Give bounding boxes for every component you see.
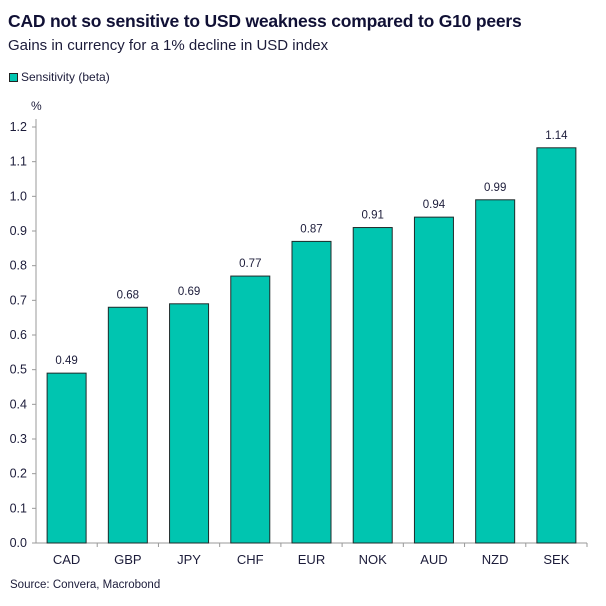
bar-jpy [169, 303, 210, 544]
y-axis-unit: % [31, 99, 42, 113]
x-tick-label: AUD [420, 552, 447, 567]
data-label-sek: 1.14 [545, 130, 568, 142]
data-label-aud: 0.94 [423, 199, 446, 211]
y-tick-label: 0.2 [10, 467, 27, 481]
y-tick-label: 0.3 [10, 432, 27, 446]
bar-gbp [107, 306, 148, 544]
data-label-chf: 0.77 [239, 258, 261, 270]
x-tick-label: SEK [543, 552, 569, 567]
y-tick-label: 0.0 [10, 536, 27, 550]
data-label-jpy: 0.69 [178, 286, 200, 298]
x-tick-label: CAD [53, 552, 80, 567]
bar-chf [230, 275, 271, 544]
x-tick-label: NZD [482, 552, 509, 567]
chart-subtitle: Gains in currency for a 1% decline in US… [8, 37, 329, 54]
bar-aud [413, 216, 454, 544]
chart-title: CAD not so sensitive to USD weakness com… [8, 11, 522, 31]
x-tick-label: GBP [114, 552, 141, 567]
x-tick-label: NOK [359, 552, 388, 567]
bar-eur [291, 240, 332, 544]
legend-swatch [9, 72, 18, 82]
y-tick-label: 0.7 [10, 293, 27, 307]
bar-cad [46, 372, 87, 544]
y-tick-label: 0.9 [10, 224, 27, 238]
bar-nzd [475, 199, 516, 544]
y-tick-label: 0.1 [10, 501, 27, 515]
data-label-nok: 0.91 [362, 210, 384, 222]
data-label-cad: 0.49 [55, 355, 77, 367]
bar-sek [536, 147, 577, 544]
legend-label: Sensitivity (beta) [21, 70, 110, 84]
x-tick-label: JPY [177, 552, 201, 567]
source-note: Source: Convera, Macrobond [10, 579, 161, 591]
x-tick-label: CHF [237, 552, 264, 567]
data-label-nzd: 0.99 [484, 182, 506, 194]
x-tick-label: EUR [298, 552, 325, 567]
y-tick-label: 1.1 [10, 155, 27, 169]
y-tick-label: 0.8 [10, 259, 27, 273]
y-tick-label: 1.0 [10, 189, 27, 203]
bar-nok [352, 227, 393, 544]
data-label-gbp: 0.68 [117, 289, 139, 301]
y-tick-label: 1.2 [10, 120, 27, 134]
y-tick-label: 0.5 [10, 363, 27, 377]
y-tick-label: 0.4 [10, 397, 27, 411]
legend: Sensitivity (beta) [9, 70, 110, 84]
y-tick-label: 0.6 [10, 328, 27, 342]
data-label-eur: 0.87 [300, 223, 322, 235]
